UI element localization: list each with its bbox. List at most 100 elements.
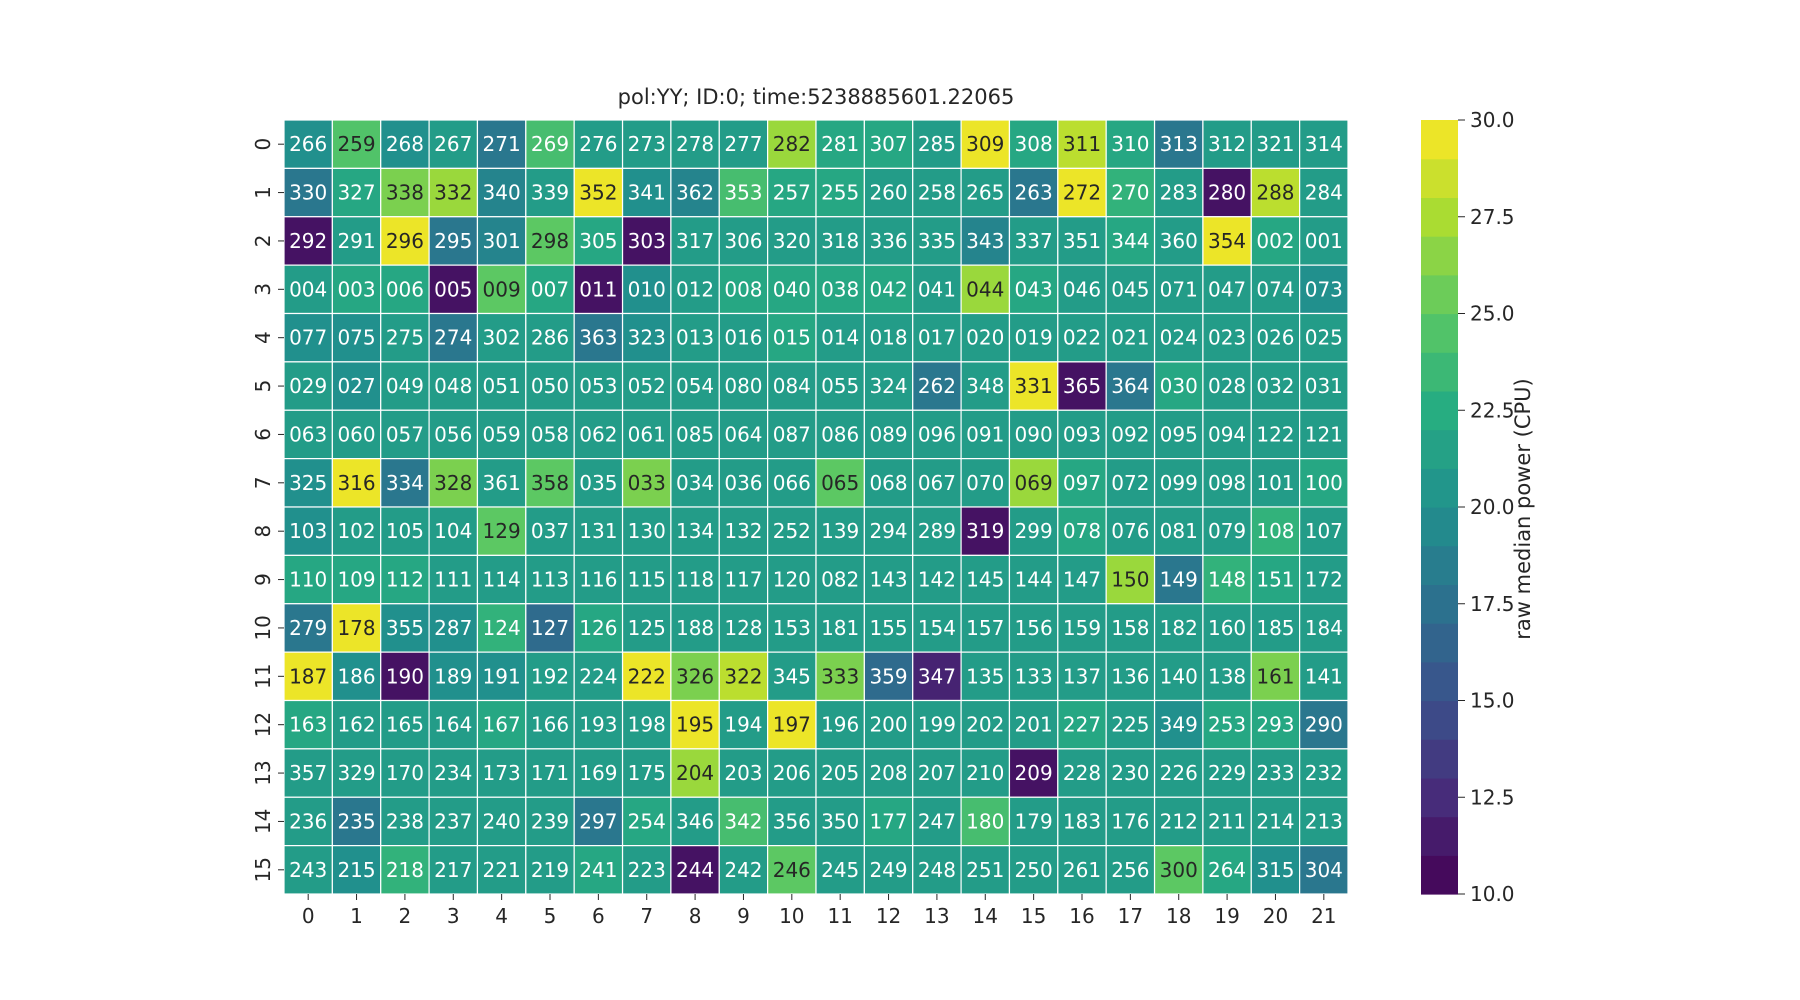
cell-label: 281 [821,132,859,156]
heatmap-cell [525,506,575,556]
cell-label: 267 [434,132,472,156]
cell-label: 254 [628,809,666,833]
heatmap-cell [767,506,817,556]
cell-label: 348 [966,374,1004,398]
cell-label: 134 [676,519,714,543]
cell-label: 020 [966,326,1004,350]
heatmap-cell [1299,312,1349,363]
heatmap-cell [1153,264,1204,315]
cell-label: 062 [579,422,617,446]
colorbar-segment [1421,507,1458,547]
cell-label: 162 [337,713,375,737]
heatmap-cell [1153,554,1204,605]
cell-label: 257 [773,181,811,205]
heatmap-cell [718,603,769,653]
heatmap-cell [1250,119,1301,169]
heatmap-cell [1105,409,1156,460]
heatmap-cell [1299,409,1349,460]
cell-label: 217 [434,858,472,882]
y-tick-label: 11 [251,664,275,689]
cell-label: 221 [483,858,521,882]
cell-label: 340 [483,181,521,205]
heatmap-cell [1153,506,1204,556]
cell-label: 291 [337,229,375,253]
cell-label: 159 [1063,616,1101,640]
cell-label: 354 [1208,229,1246,253]
cell-label: 321 [1256,132,1294,156]
cell-label: 341 [628,181,666,205]
heatmap-cell [1250,506,1301,556]
cell-label: 165 [386,713,424,737]
heatmap-cell [428,216,479,266]
cell-label: 158 [1111,616,1149,640]
cell-label: 059 [483,422,521,446]
colorbar-tick-label: 25.0 [1470,302,1515,326]
heatmap-cell [1105,361,1156,411]
cell-label: 127 [531,616,569,640]
cell-label: 094 [1208,422,1246,446]
cell-label: 187 [289,664,327,688]
cell-label: 164 [434,713,472,737]
cell-label: 345 [773,664,811,688]
cell-label: 235 [337,809,375,833]
cell-label: 260 [869,181,907,205]
cell-label: 112 [386,568,424,592]
cell-label: 248 [918,858,956,882]
cell-label: 364 [1111,374,1149,398]
cell-label: 151 [1256,568,1294,592]
heatmap-cell [283,554,333,605]
cell-label: 036 [724,471,762,495]
heatmap-cell [863,264,914,315]
cell-label: 060 [337,422,375,446]
cell-label: 265 [966,181,1004,205]
heatmap-cell [1202,119,1252,169]
heatmap-cell [621,264,672,315]
cell-label: 253 [1208,713,1246,737]
heatmap-cell [670,264,720,315]
cell-label: 244 [676,858,714,882]
cell-label: 342 [724,809,762,833]
heatmap-cell [1299,216,1349,266]
cell-label: 029 [289,374,327,398]
cell-label: 223 [628,858,666,882]
cell-label: 297 [579,809,617,833]
heatmap-cell [1153,845,1204,895]
cell-label: 212 [1160,809,1198,833]
cell-label: 070 [966,471,1004,495]
cell-label: 090 [1015,422,1053,446]
cell-label: 332 [434,181,472,205]
x-tick-label: 1 [350,904,363,928]
heatmap-cell [718,216,769,266]
cell-label: 125 [628,616,666,640]
heatmap-cell [960,651,1011,702]
cell-label: 117 [724,568,762,592]
heatmap-cell [912,748,962,798]
heatmap-cell [621,796,672,847]
cell-label: 251 [966,858,1004,882]
cell-label: 214 [1256,809,1294,833]
cell-label: 068 [869,471,907,495]
cell-label: 295 [434,229,472,253]
heatmap-cell [670,312,720,363]
cell-label: 324 [869,374,907,398]
cell-label: 175 [628,761,666,785]
cell-label: 283 [1160,181,1198,205]
cell-label: 041 [918,277,956,301]
heatmap-cell [1299,458,1349,508]
heatmap-cell [331,796,382,847]
heatmap-cell [428,264,479,315]
heatmap-cell [670,167,720,218]
cell-label: 115 [628,568,666,592]
heatmap-cell [1299,748,1349,798]
cell-label: 148 [1208,568,1246,592]
cell-label: 038 [821,277,859,301]
heatmap-cell [767,748,817,798]
heatmap-cell [476,603,527,653]
colorbar-segment [1421,429,1458,469]
colorbar-tick-label: 27.5 [1470,205,1515,229]
cell-label: 069 [1015,471,1053,495]
cell-label: 269 [531,132,569,156]
cell-label: 089 [869,422,907,446]
cell-label: 282 [773,132,811,156]
cell-label: 071 [1160,277,1198,301]
